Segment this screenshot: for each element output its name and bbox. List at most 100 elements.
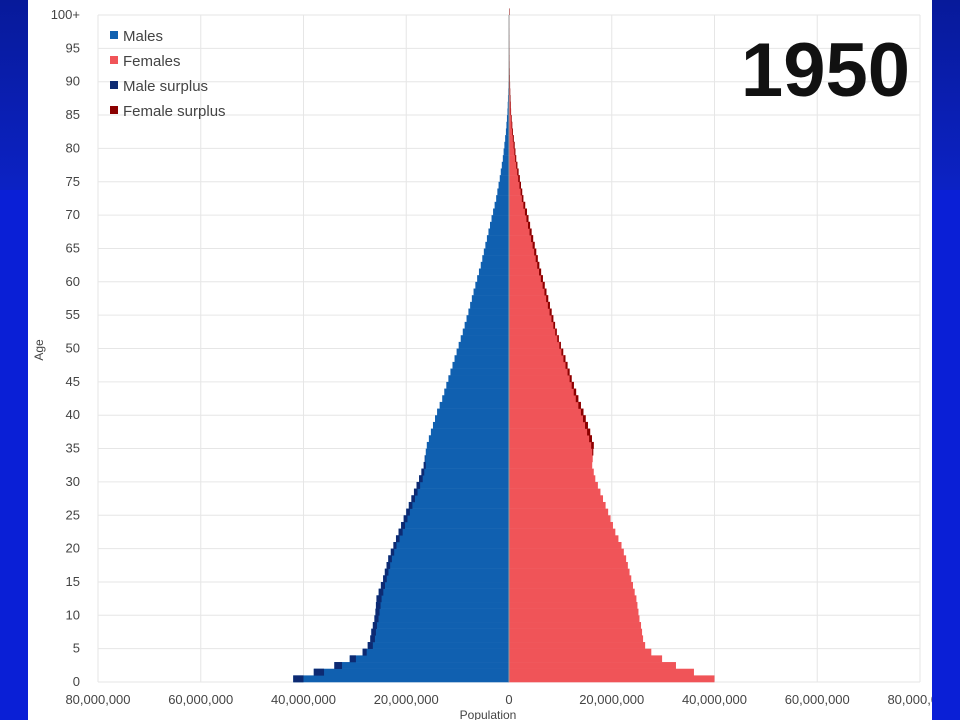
- female-bar: [509, 375, 572, 383]
- female-surplus-bar: [529, 228, 532, 236]
- male-bar: [293, 675, 509, 683]
- y-tick-label: 0: [73, 674, 80, 689]
- female-bar: [509, 281, 545, 289]
- male-bar: [426, 441, 509, 449]
- male-bar: [466, 315, 509, 323]
- male-bar: [454, 355, 509, 363]
- female-surplus-bar: [559, 341, 561, 349]
- female-bar: [509, 315, 554, 323]
- male-surplus-bar: [371, 628, 376, 636]
- male-bar: [485, 241, 509, 249]
- female-bar: [509, 515, 611, 523]
- female-bar: [509, 275, 543, 283]
- female-bar: [509, 168, 519, 176]
- y-tick-label: 45: [66, 374, 80, 389]
- female-bar: [509, 648, 652, 656]
- female-bar: [509, 248, 537, 256]
- male-bar: [370, 635, 509, 643]
- y-tick-label: 55: [66, 307, 80, 322]
- legend-swatch-females: [110, 56, 118, 64]
- female-surplus-bar: [512, 135, 514, 143]
- male-bar: [456, 348, 509, 356]
- female-bar: [509, 195, 524, 203]
- female-surplus-bar: [509, 75, 510, 82]
- male-bar: [408, 501, 509, 509]
- female-bar: [509, 368, 570, 376]
- female-surplus-bar: [510, 108, 512, 116]
- female-surplus-bar: [575, 395, 579, 403]
- female-surplus-bar: [511, 121, 513, 129]
- female-bar: [509, 188, 523, 196]
- female-bar: [509, 95, 511, 103]
- female-bar: [509, 521, 613, 529]
- male-bar: [375, 608, 509, 616]
- male-bar: [428, 435, 509, 443]
- male-surplus-bar: [378, 588, 384, 596]
- female-bar: [509, 548, 624, 556]
- legend-swatch-males: [110, 31, 118, 39]
- female-bar: [509, 108, 512, 116]
- female-bar: [509, 161, 518, 169]
- male-surplus-bar: [424, 455, 426, 463]
- female-bar: [509, 208, 527, 216]
- female-bar: [509, 215, 529, 223]
- male-surplus-bar: [401, 521, 406, 529]
- male-bar: [421, 468, 509, 476]
- female-surplus-bar: [517, 168, 519, 176]
- male-bar: [503, 148, 509, 156]
- female-bar: [509, 175, 520, 183]
- male-bar: [477, 275, 509, 283]
- male-bar: [439, 401, 509, 409]
- male-surplus-bar: [313, 668, 325, 676]
- female-bar: [509, 235, 534, 243]
- male-bar: [398, 528, 509, 536]
- male-bar: [507, 108, 509, 116]
- male-surplus-bar: [375, 608, 380, 616]
- male-bar: [501, 161, 509, 169]
- male-bar: [388, 555, 509, 563]
- female-bar: [509, 401, 581, 409]
- male-bar: [413, 488, 509, 496]
- male-bar: [498, 181, 509, 189]
- male-surplus-bar: [367, 642, 373, 649]
- female-bar: [509, 541, 622, 549]
- y-tick-label: 10: [66, 607, 80, 622]
- x-tick-label: 80,000,000: [887, 692, 932, 707]
- male-surplus-bar: [403, 515, 408, 523]
- female-bar: [509, 535, 619, 543]
- x-tick-label: 40,000,000: [271, 692, 336, 707]
- male-surplus-bar: [380, 582, 386, 589]
- male-bar: [437, 408, 509, 416]
- male-bar: [313, 668, 509, 676]
- female-surplus-bar: [523, 201, 526, 209]
- female-bar: [509, 468, 594, 476]
- female-bar: [509, 628, 643, 636]
- male-surplus-bar: [393, 541, 397, 549]
- female-surplus-bar: [587, 428, 591, 436]
- x-tick-label: 20,000,000: [374, 692, 439, 707]
- male-bar: [473, 288, 509, 296]
- female-surplus-bar: [589, 435, 592, 443]
- female-surplus-bar: [511, 115, 512, 123]
- male-bar: [390, 548, 509, 556]
- female-bar: [509, 528, 616, 536]
- male-surplus-bar: [293, 675, 304, 683]
- female-bar: [509, 241, 535, 249]
- female-surplus-bar: [518, 175, 520, 183]
- male-bar: [482, 255, 509, 263]
- female-bar: [509, 588, 635, 596]
- female-bar: [509, 148, 516, 156]
- male-bar: [491, 215, 509, 223]
- female-bar: [509, 501, 606, 509]
- female-bar: [509, 675, 715, 683]
- male-bar: [464, 321, 509, 329]
- female-bar: [509, 381, 574, 389]
- female-bar: [509, 101, 511, 109]
- female-bar: [509, 488, 601, 496]
- female-surplus-bar: [569, 375, 572, 383]
- female-surplus-bar: [585, 421, 588, 429]
- male-bar: [395, 535, 509, 543]
- male-bar: [496, 195, 509, 203]
- male-bar: [504, 141, 509, 149]
- male-surplus-bar: [334, 662, 343, 669]
